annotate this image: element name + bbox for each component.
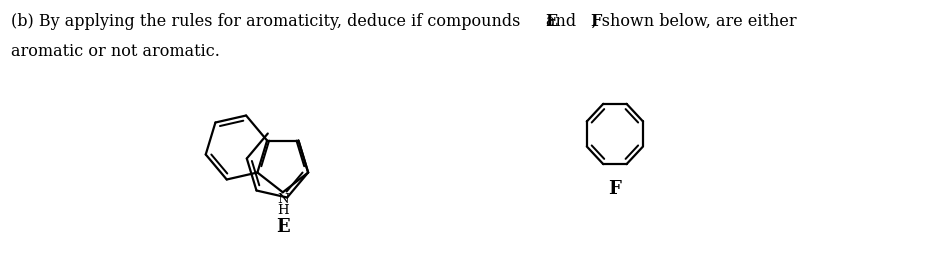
Text: F: F: [608, 181, 621, 199]
Text: (b) By applying the rules for aromaticity, deduce if compounds     and   , shown: (b) By applying the rules for aromaticit…: [10, 13, 797, 30]
Text: E: E: [276, 218, 290, 236]
Text: F: F: [590, 13, 601, 30]
Text: H: H: [277, 204, 289, 217]
Text: N: N: [277, 193, 289, 206]
Text: E: E: [545, 13, 558, 30]
Text: aromatic or not aromatic.: aromatic or not aromatic.: [10, 43, 219, 60]
